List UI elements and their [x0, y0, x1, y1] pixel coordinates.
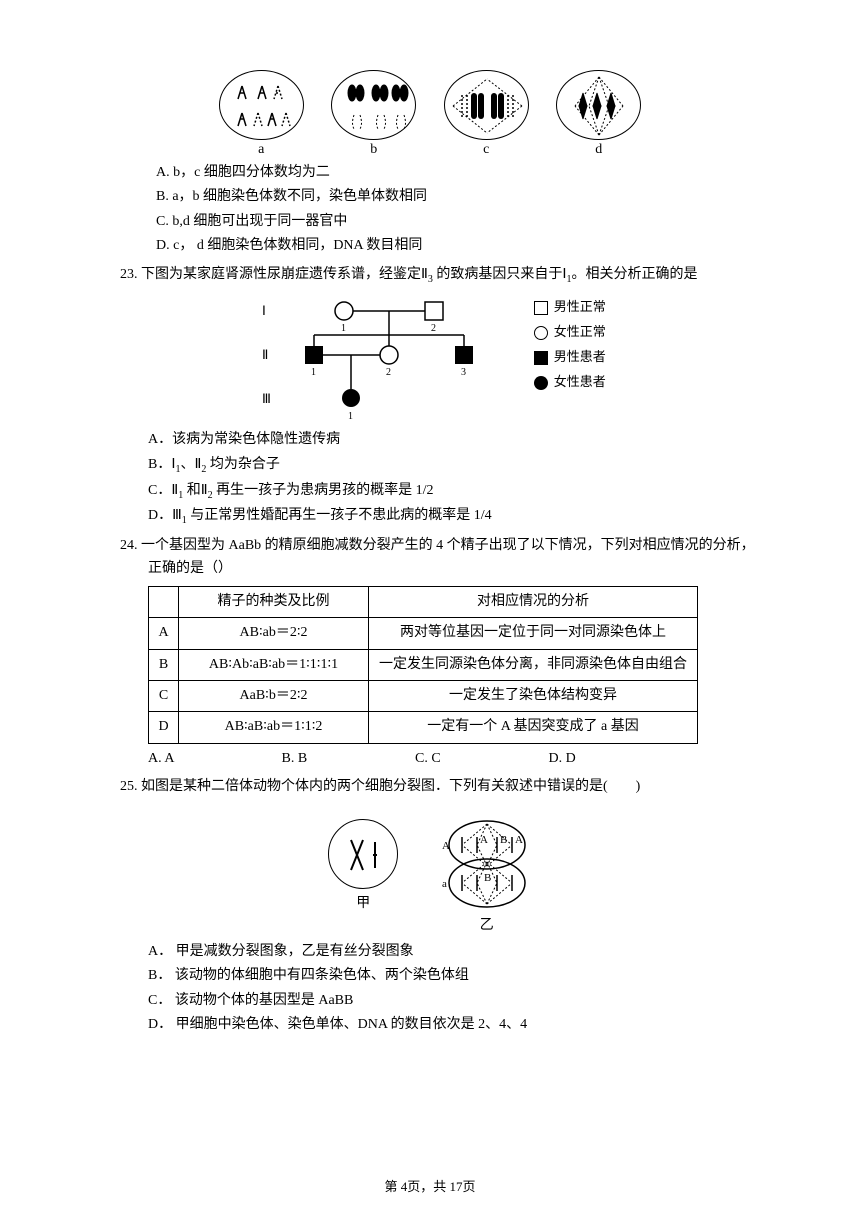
- svg-text:1: 1: [348, 411, 353, 422]
- table-row: BAB∶Ab∶aB∶ab＝1∶1∶1∶1一定发生同源染色体分离，非同源染色体自由…: [149, 649, 698, 680]
- svg-text:2: 2: [386, 367, 391, 378]
- cell-a-label: a: [258, 139, 264, 161]
- cell-c-svg: [445, 71, 530, 141]
- q22-opt-c: C. b,d 细胞可出现于同一器官中: [156, 211, 760, 233]
- q22-figure: a b: [100, 70, 760, 140]
- square-fill-icon: [534, 351, 548, 365]
- gen-I: Ⅰ: [262, 303, 266, 318]
- circle-open-icon: [534, 326, 548, 340]
- q22-options: A. b，c 细胞四分体数均为二 B. a，b 细胞染色体数不同，染色单体数相同…: [156, 162, 760, 258]
- q24-ch-a: A. A: [148, 748, 278, 770]
- cell-jia: 甲: [328, 819, 398, 889]
- leg-m-normal: 男性正常: [534, 297, 606, 318]
- page-footer: 第 4页，共 17页: [0, 1177, 860, 1198]
- cell-c-label: c: [483, 139, 489, 161]
- q22-opt-d: D. c， d 细胞染色体数相同，DNA 数目相同: [156, 235, 760, 257]
- q22-opt-b: B. a，b 细胞染色体数不同，染色单体数相同: [156, 186, 760, 208]
- q24-stem: 一个基因型为 AaBb 的精原细胞减数分裂产生的 4 个精子出现了以下情况，下列…: [141, 538, 755, 575]
- legend: 男性正常 女性正常 男性患者 女性患者: [534, 293, 606, 396]
- q23-opt-d: D．Ⅲ1 与正常男性婚配再生一孩子不患此病的概率是 1/4: [148, 505, 760, 529]
- leg-m-aff: 男性患者: [534, 347, 606, 368]
- q25-opt-b: B． 该动物的体细胞中有四条染色体、两个染色体组: [148, 965, 760, 987]
- cell-c: c: [444, 70, 529, 140]
- q23-stem-a: 下图为某家庭肾源性尿崩症遗传系谱，经鉴定Ⅱ: [141, 267, 428, 282]
- q24: 24. 一个基因型为 AaBb 的精原细胞减数分裂产生的 4 个精子出现了以下情…: [120, 535, 760, 580]
- q24-num: 24.: [120, 538, 138, 553]
- table-row: DAB∶aB∶ab＝1∶1∶2一定有一个 A 基因突变成了 a 基因: [149, 712, 698, 743]
- svg-text:a: a: [442, 878, 447, 890]
- leg-f-aff: 女性患者: [534, 372, 606, 393]
- q22-opt-a: A. b，c 细胞四分体数均为二: [156, 162, 760, 184]
- svg-text:2: 2: [431, 323, 436, 334]
- pedigree-svg: Ⅰ Ⅱ Ⅲ 1 2 1 2 3 1: [254, 293, 514, 423]
- q25-options: A． 甲是减数分裂图象，乙是有丝分裂图象 B． 该动物的体细胞中有四条染色体、两…: [148, 941, 760, 1037]
- q25-opt-d: D． 甲细胞中染色体、染色单体、DNA 的数目依次是 2、4、4: [148, 1014, 760, 1036]
- cell-d: d: [556, 70, 641, 140]
- q23-stem-c: 。相关分析正确的是: [572, 267, 698, 282]
- cell-yi-svg: A A B A a B: [442, 819, 532, 909]
- cell-d-svg: [557, 71, 642, 141]
- q25-opt-a: A． 甲是减数分裂图象，乙是有丝分裂图象: [148, 941, 760, 963]
- cell-yi: A A B A a B 乙: [442, 819, 532, 917]
- svg-text:B: B: [484, 872, 491, 884]
- table-row: AAB∶ab＝2∶2两对等位基因一定位于同一对同源染色体上: [149, 618, 698, 649]
- q24-table: 精子的种类及比例 对相应情况的分析 AAB∶ab＝2∶2两对等位基因一定位于同一…: [148, 586, 698, 744]
- cell-a-svg: [220, 71, 305, 141]
- square-open-icon: [534, 301, 548, 315]
- cell-d-label: d: [595, 139, 602, 161]
- cell-b-svg: [332, 71, 417, 141]
- gen-III: Ⅲ: [262, 391, 271, 406]
- q25-num: 25.: [120, 779, 138, 794]
- cell-jia-svg: [329, 820, 399, 890]
- q25-stem: 如图是某种二倍体动物个体内的两个细胞分裂图．下列有关叙述中错误的是( ): [141, 779, 640, 794]
- q23-opt-c: C．Ⅱ1 和Ⅱ2 再生一孩子为患病男孩的概率是 1/2: [148, 480, 760, 504]
- cell-a: a: [219, 70, 304, 140]
- pedigree: Ⅰ Ⅱ Ⅲ 1 2 1 2 3 1 男性正常 女性正常 男性患者 女性患者: [100, 293, 760, 423]
- q23-num: 23.: [120, 267, 138, 282]
- cell-b: b: [331, 70, 416, 140]
- cell-b-label: b: [370, 139, 377, 161]
- q25: 25. 如图是某种二倍体动物个体内的两个细胞分裂图．下列有关叙述中错误的是( ): [120, 776, 760, 798]
- circle-fill-icon: [534, 376, 548, 390]
- q23: 23. 下图为某家庭肾源性尿崩症遗传系谱，经鉴定Ⅱ3 的致病基因只来自于Ⅰ1。相…: [120, 264, 760, 288]
- yi-label: 乙: [480, 915, 494, 937]
- q24-ch-d: D. D: [549, 748, 679, 770]
- gen-II: Ⅱ: [262, 347, 268, 362]
- svg-text:A: A: [480, 834, 488, 846]
- q23-opt-a: A．该病为常染色体隐性遗传病: [148, 429, 760, 451]
- q24-ch-c: C. C: [415, 748, 545, 770]
- q24-choices: A. A B. B C. C D. D: [148, 748, 760, 770]
- jia-label: 甲: [356, 893, 370, 915]
- q24-ch-b: B. B: [282, 748, 412, 770]
- svg-text:1: 1: [311, 367, 316, 378]
- q23-opt-b: B．Ⅰ1、Ⅱ2 均为杂合子: [148, 454, 760, 478]
- svg-text:1: 1: [341, 323, 346, 334]
- table-row: 精子的种类及比例 对相应情况的分析: [149, 586, 698, 617]
- svg-text:A: A: [442, 840, 450, 852]
- svg-text:A: A: [515, 834, 523, 846]
- svg-text:3: 3: [461, 367, 466, 378]
- q23-stem-b: 的致病基因只来自于Ⅰ: [433, 267, 567, 282]
- q25-opt-c: C． 该动物个体的基因型是 AaBB: [148, 990, 760, 1012]
- leg-f-normal: 女性正常: [534, 322, 606, 343]
- q23-options: A．该病为常染色体隐性遗传病 B．Ⅰ1、Ⅱ2 均为杂合子 C．Ⅱ1 和Ⅱ2 再生…: [148, 429, 760, 529]
- q25-figure: 甲 A A B A a B 乙: [100, 819, 760, 917]
- table-row: CAaB∶b＝2∶2一定发生了染色体结构变异: [149, 681, 698, 712]
- svg-text:B: B: [500, 834, 507, 846]
